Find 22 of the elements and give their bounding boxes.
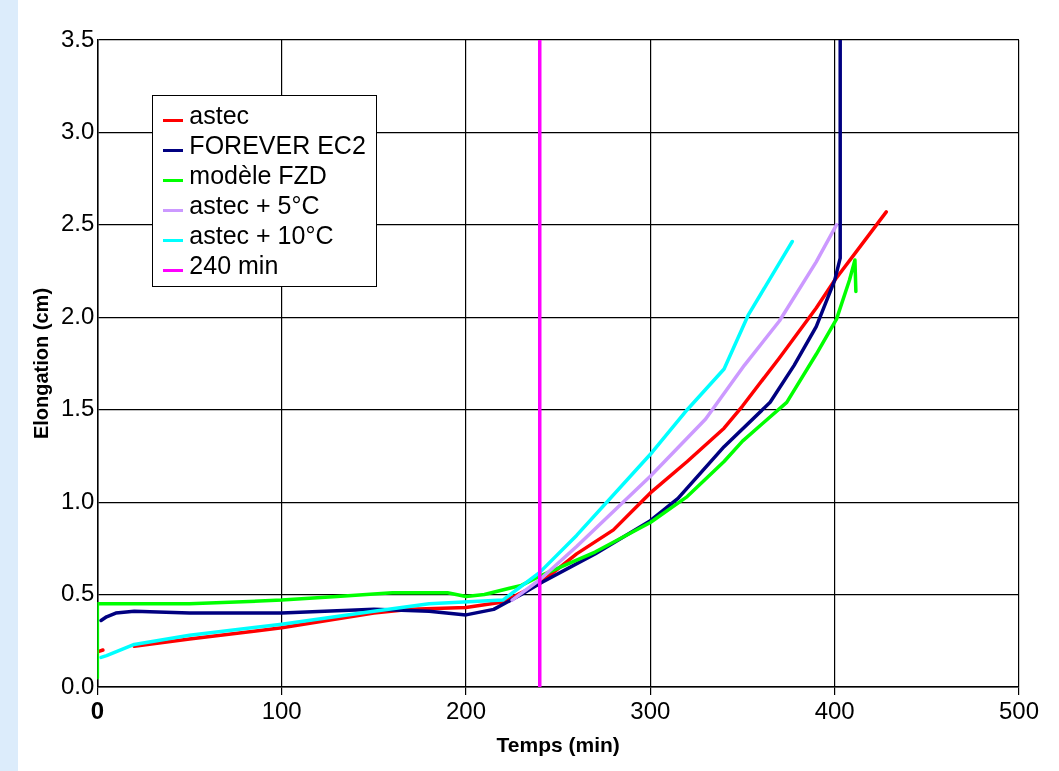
legend-label: astec + 10°C <box>189 220 334 250</box>
legend-label: modèle FZD <box>189 160 327 190</box>
x-tick-label: 400 <box>814 697 855 725</box>
y-tick-label: 3.0 <box>60 117 95 145</box>
y-tick-label: 3.5 <box>60 24 95 52</box>
x-tick-label: 200 <box>445 697 487 725</box>
legend-label: 240 min <box>189 250 279 280</box>
y-tick-label: 2.5 <box>60 209 95 237</box>
legend-label: astec <box>189 100 250 130</box>
x-tick-label: 0 <box>90 697 105 725</box>
x-axis-title: Temps (min) <box>496 733 620 757</box>
y-tick-label: 2.0 <box>60 301 95 329</box>
y-tick-label: 1.5 <box>60 394 95 422</box>
y-tick-label: 1.0 <box>60 486 95 514</box>
y-tick-label: 0.5 <box>60 579 95 607</box>
legend-label: astec + 5°C <box>189 190 320 220</box>
x-tick-label: 500 <box>998 697 1040 725</box>
y-tick-label: 0.0 <box>60 671 95 699</box>
y-axis-title: Elongation (cm) <box>29 287 52 440</box>
x-tick-label: 300 <box>630 697 671 725</box>
legend-label: FOREVER EC2 <box>189 130 366 160</box>
x-tick-label: 100 <box>261 697 302 725</box>
